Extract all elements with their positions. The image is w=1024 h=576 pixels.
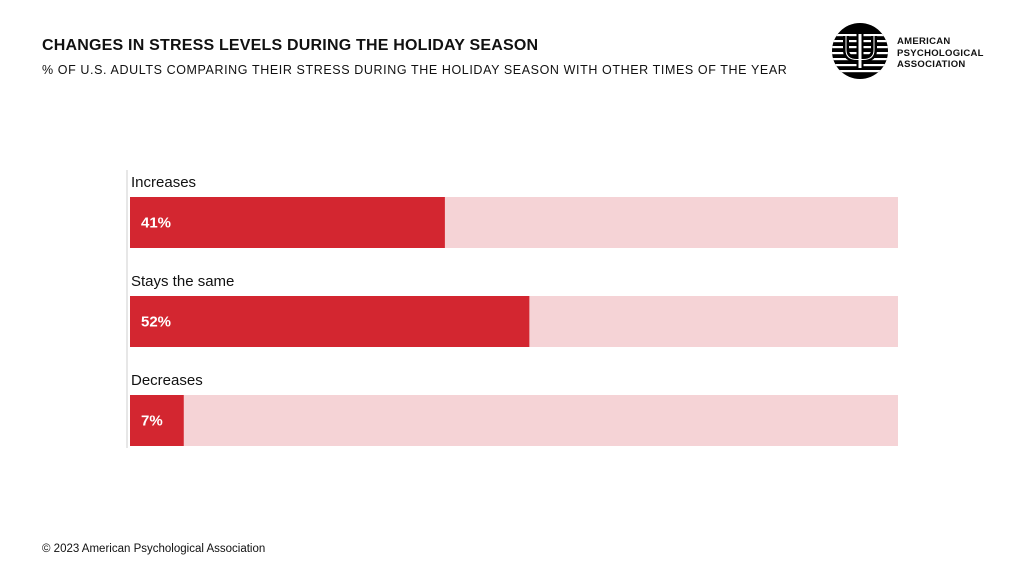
apa-psi-logo-icon bbox=[832, 23, 888, 79]
bar-value-label: 7% bbox=[141, 413, 163, 430]
bar-value-label: 52% bbox=[141, 314, 171, 331]
apa-logo: AMERICAN PSYCHOLOGICAL ASSOCIATION bbox=[831, 22, 991, 82]
category-label: Increases bbox=[131, 174, 196, 191]
category-label: Decreases bbox=[131, 372, 203, 389]
bar-value-label: 41% bbox=[141, 215, 171, 232]
copyright-footer: © 2023 American Psychological Associatio… bbox=[42, 543, 266, 555]
bar bbox=[130, 197, 445, 248]
logo-wordmark: AMERICAN PSYCHOLOGICAL ASSOCIATION bbox=[897, 36, 984, 70]
category-label: Stays the same bbox=[131, 273, 234, 290]
bar bbox=[130, 395, 184, 446]
chart-title: CHANGES IN STRESS LEVELS DURING THE HOLI… bbox=[42, 37, 539, 54]
chart-subtitle: % OF U.S. ADULTS COMPARING THEIR STRESS … bbox=[42, 63, 788, 77]
bar bbox=[130, 296, 530, 347]
bar-track bbox=[130, 395, 898, 446]
